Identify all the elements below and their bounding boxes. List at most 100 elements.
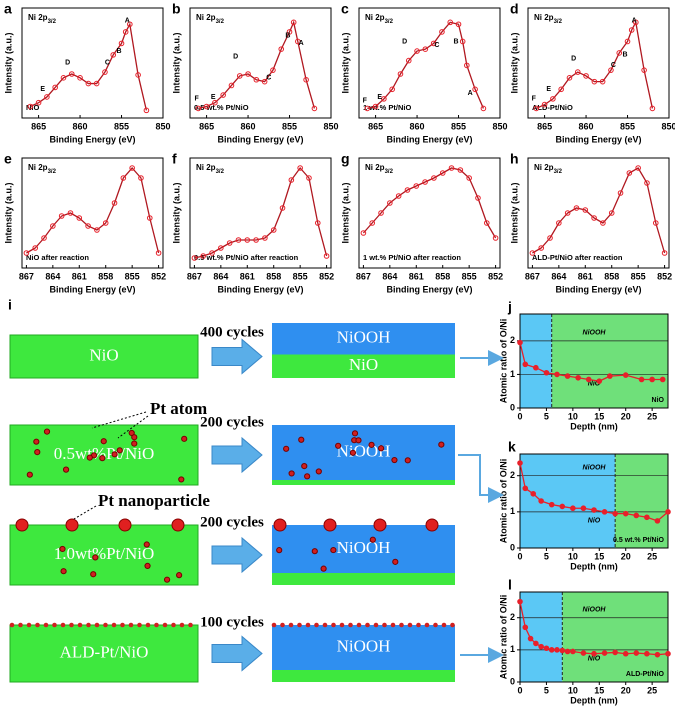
plot-frame bbox=[21, 7, 164, 119]
data-point bbox=[608, 210, 615, 216]
data-point bbox=[591, 650, 597, 657]
x-tick-label: 860 bbox=[410, 121, 425, 131]
data-point bbox=[654, 518, 661, 524]
data-point bbox=[253, 237, 259, 243]
data-point bbox=[323, 253, 330, 259]
peak-label: B bbox=[454, 38, 459, 45]
data-point bbox=[554, 371, 560, 378]
y-axis-label: Atomic ratio of O/Ni bbox=[498, 595, 508, 680]
y-tick-label: 0 bbox=[510, 676, 515, 686]
data-point bbox=[67, 210, 74, 216]
pt-atom bbox=[399, 622, 404, 628]
pt-atom bbox=[349, 449, 357, 456]
data-point bbox=[236, 73, 243, 79]
pt-nanoparticle bbox=[171, 518, 185, 532]
data-point bbox=[600, 220, 606, 226]
label-sub: 3/2 bbox=[385, 19, 394, 25]
pt-atom bbox=[368, 441, 375, 448]
pt-nanoparticle bbox=[65, 518, 79, 532]
label-main: Ni 2p bbox=[534, 13, 554, 22]
niooh-layer bbox=[272, 425, 455, 480]
pt-atom bbox=[297, 622, 302, 628]
label-sub: 3/2 bbox=[216, 19, 225, 25]
peak-label: D bbox=[571, 56, 576, 63]
data-point bbox=[558, 86, 564, 93]
sample-label: ALD-Pt/NiO after reaction bbox=[532, 253, 623, 262]
data-point bbox=[649, 105, 656, 112]
data-point bbox=[566, 75, 573, 81]
x-tick-label: 5 bbox=[544, 411, 549, 421]
data-point bbox=[228, 82, 235, 89]
data-point bbox=[633, 19, 639, 26]
pointer bbox=[91, 411, 147, 429]
data-point bbox=[559, 647, 566, 654]
x-tick-label: 850 bbox=[661, 121, 675, 131]
pt-atom bbox=[322, 622, 328, 628]
plot-frame bbox=[527, 157, 670, 269]
data-point bbox=[295, 38, 301, 45]
data-point bbox=[570, 505, 576, 512]
plot-frame bbox=[189, 7, 332, 119]
label-sub: 3/2 bbox=[554, 169, 563, 175]
data-point bbox=[464, 62, 470, 69]
pt-atom bbox=[128, 622, 134, 628]
pt-atom bbox=[330, 546, 337, 554]
x-tick-label: 15 bbox=[594, 685, 604, 695]
pt-atom bbox=[339, 622, 345, 628]
pt-nanoparticle bbox=[373, 518, 387, 532]
nio-layer bbox=[272, 670, 455, 682]
x-tick-label: 867 bbox=[525, 271, 540, 281]
data-point bbox=[288, 177, 295, 183]
x-axis-label: Depth (nm) bbox=[570, 421, 618, 431]
data-point bbox=[448, 165, 455, 171]
peak-label: A bbox=[125, 17, 130, 24]
pt-atom bbox=[26, 471, 33, 478]
y-tick-label: 0 bbox=[510, 542, 515, 552]
spectrum-label: Ni 2p3/2 bbox=[365, 13, 394, 24]
upper-region bbox=[520, 314, 552, 408]
y-tick-label: 0 bbox=[510, 402, 515, 412]
pt-atom bbox=[99, 455, 106, 462]
data-point bbox=[52, 84, 58, 91]
data-point bbox=[220, 92, 226, 98]
x-axis-label: Binding Energy (eV) bbox=[555, 284, 641, 294]
pt-atom bbox=[320, 565, 327, 572]
pt-atom bbox=[86, 454, 93, 461]
data-point bbox=[404, 187, 411, 193]
plot-frame bbox=[358, 157, 501, 269]
data-point bbox=[306, 175, 312, 181]
data-point bbox=[77, 75, 83, 81]
niooh-label: NiOOH bbox=[337, 636, 391, 655]
x-tick-label: 855 bbox=[631, 271, 646, 281]
data-point bbox=[60, 75, 67, 81]
label-sub: 3/2 bbox=[216, 169, 225, 175]
pt-atom bbox=[378, 445, 385, 452]
data-point bbox=[364, 105, 371, 112]
plot-frame bbox=[21, 157, 164, 269]
pt-atom bbox=[33, 438, 40, 445]
data-point bbox=[122, 29, 129, 35]
x-tick-label: 15 bbox=[594, 551, 604, 561]
pt-atom bbox=[131, 440, 138, 447]
y-tick-label: 2 bbox=[510, 470, 515, 480]
peak-label: D bbox=[65, 59, 70, 66]
x-tick-label: 865 bbox=[199, 121, 214, 131]
sample-name: ALD-Pt/NiO bbox=[60, 642, 149, 661]
y-axis-label: Atomic ratio of O/Ni bbox=[498, 319, 508, 404]
upper-region bbox=[520, 454, 616, 548]
data-point bbox=[93, 80, 100, 87]
plot-frame bbox=[519, 313, 669, 409]
data-point bbox=[554, 647, 560, 653]
data-point bbox=[422, 46, 429, 52]
peak-label: E bbox=[546, 86, 551, 93]
upper-label: NiOOH bbox=[583, 607, 607, 614]
pt-atom bbox=[60, 622, 66, 628]
label-main: Ni 2p bbox=[28, 13, 48, 22]
cycles-label: 100 cycles bbox=[200, 614, 264, 630]
pt-atom bbox=[311, 548, 318, 555]
pt-atom bbox=[301, 462, 308, 470]
panel-label: a bbox=[4, 1, 12, 17]
data-point bbox=[279, 205, 286, 211]
data-point bbox=[522, 485, 529, 492]
pt-atom bbox=[390, 622, 396, 628]
